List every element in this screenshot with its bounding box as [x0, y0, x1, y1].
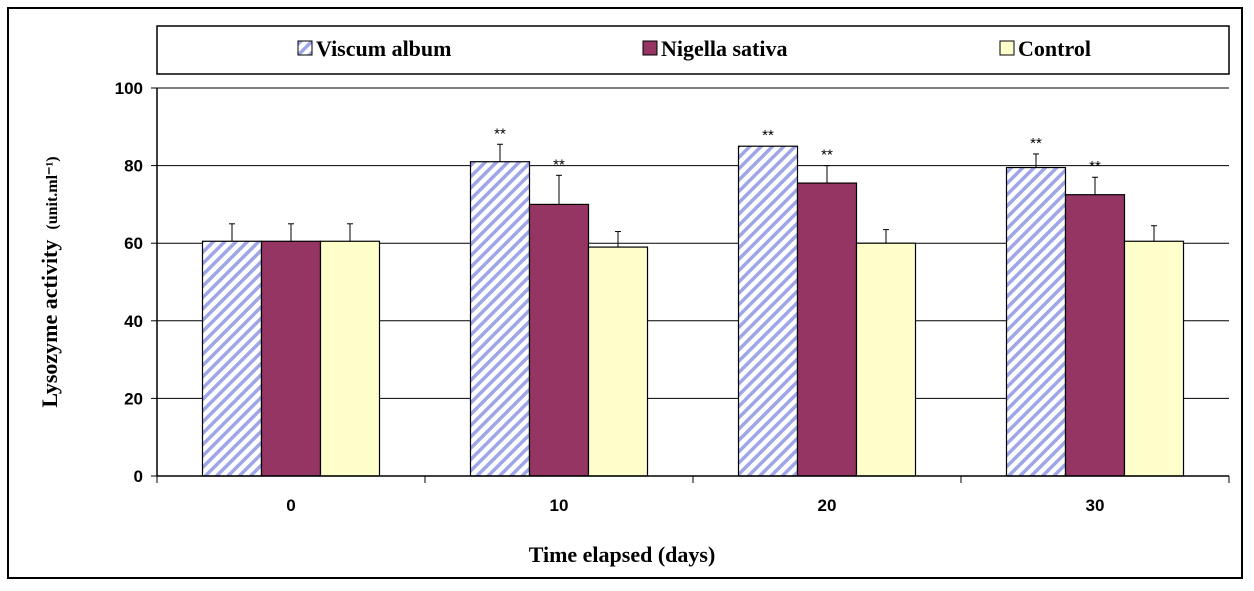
x-tick-label-30: 30 — [1086, 496, 1105, 515]
bars — [201, 145, 1185, 477]
x-tick-label-10: 10 — [550, 496, 569, 515]
bar-viscum-album-10 — [469, 161, 531, 477]
x-tick-label-0: 0 — [286, 496, 295, 515]
legend-label-nigella-sativa: Nigella sativa — [661, 36, 788, 61]
significance-nigella-sativa-20: ** — [821, 147, 833, 164]
bar-control-30 — [1123, 240, 1185, 477]
legend-box — [156, 25, 1230, 75]
legend: Viscum album Nigella sativa Control — [156, 25, 1230, 75]
y-axis-unit: (unit.ml⁻¹) — [44, 156, 61, 229]
legend-swatch-nigella-sativa — [642, 40, 658, 56]
bar-control-10 — [587, 246, 649, 477]
bar-nigella-sativa-30 — [1064, 194, 1126, 477]
legend-swatch-control — [999, 40, 1015, 56]
x-tick-label-20: 20 — [818, 496, 837, 515]
y-tick-label-0: 0 — [134, 467, 143, 486]
legend-label-control: Control — [1018, 36, 1091, 61]
significance-marks: ** ** ** ** ** ** — [494, 125, 1101, 175]
bar-nigella-sativa-10 — [528, 203, 590, 477]
bar-nigella-sativa-0 — [260, 240, 322, 477]
legend-swatch-viscum-album — [297, 40, 313, 56]
y-tick-label-40: 40 — [124, 312, 143, 331]
axes — [151, 87, 1230, 483]
y-axis-title-text: Lysozyme activity (unit.ml⁻¹) — [37, 156, 62, 407]
legend-label-viscum-album: Viscum album — [316, 36, 451, 61]
error-bars — [229, 143, 1157, 248]
y-tick-label-60: 60 — [124, 234, 143, 253]
significance-viscum-album-20: ** — [762, 127, 774, 144]
significance-nigella-sativa-30: ** — [1089, 158, 1101, 175]
bar-control-20 — [855, 242, 917, 477]
y-tick-label-20: 20 — [124, 389, 143, 408]
bar-viscum-album-20 — [737, 145, 799, 477]
y-tick-label-100: 100 — [115, 79, 143, 98]
legend-item-control: Control — [999, 36, 1091, 61]
legend-item-nigella-sativa: Nigella sativa — [642, 36, 788, 61]
bar-nigella-sativa-20 — [796, 182, 858, 477]
significance-viscum-album-10: ** — [494, 125, 506, 142]
y-tick-label-80: 80 — [124, 157, 143, 176]
x-tick-labels: 0 10 20 30 — [286, 496, 1104, 515]
legend-item-viscum-album: Viscum album — [297, 36, 451, 61]
y-axis-title: Lysozyme activity — [37, 240, 62, 408]
bar-viscum-album-30 — [1005, 166, 1067, 477]
y-tick-labels: 0 20 40 60 80 100 — [115, 79, 143, 486]
significance-nigella-sativa-10: ** — [553, 156, 565, 173]
bar-control-0 — [319, 240, 381, 477]
x-axis-title: Time elapsed (days) — [529, 542, 716, 567]
significance-viscum-album-30: ** — [1030, 135, 1042, 152]
y-axis-title-group: Lysozyme activity (unit.ml⁻¹) — [37, 156, 62, 407]
bar-viscum-album-0 — [201, 240, 263, 477]
